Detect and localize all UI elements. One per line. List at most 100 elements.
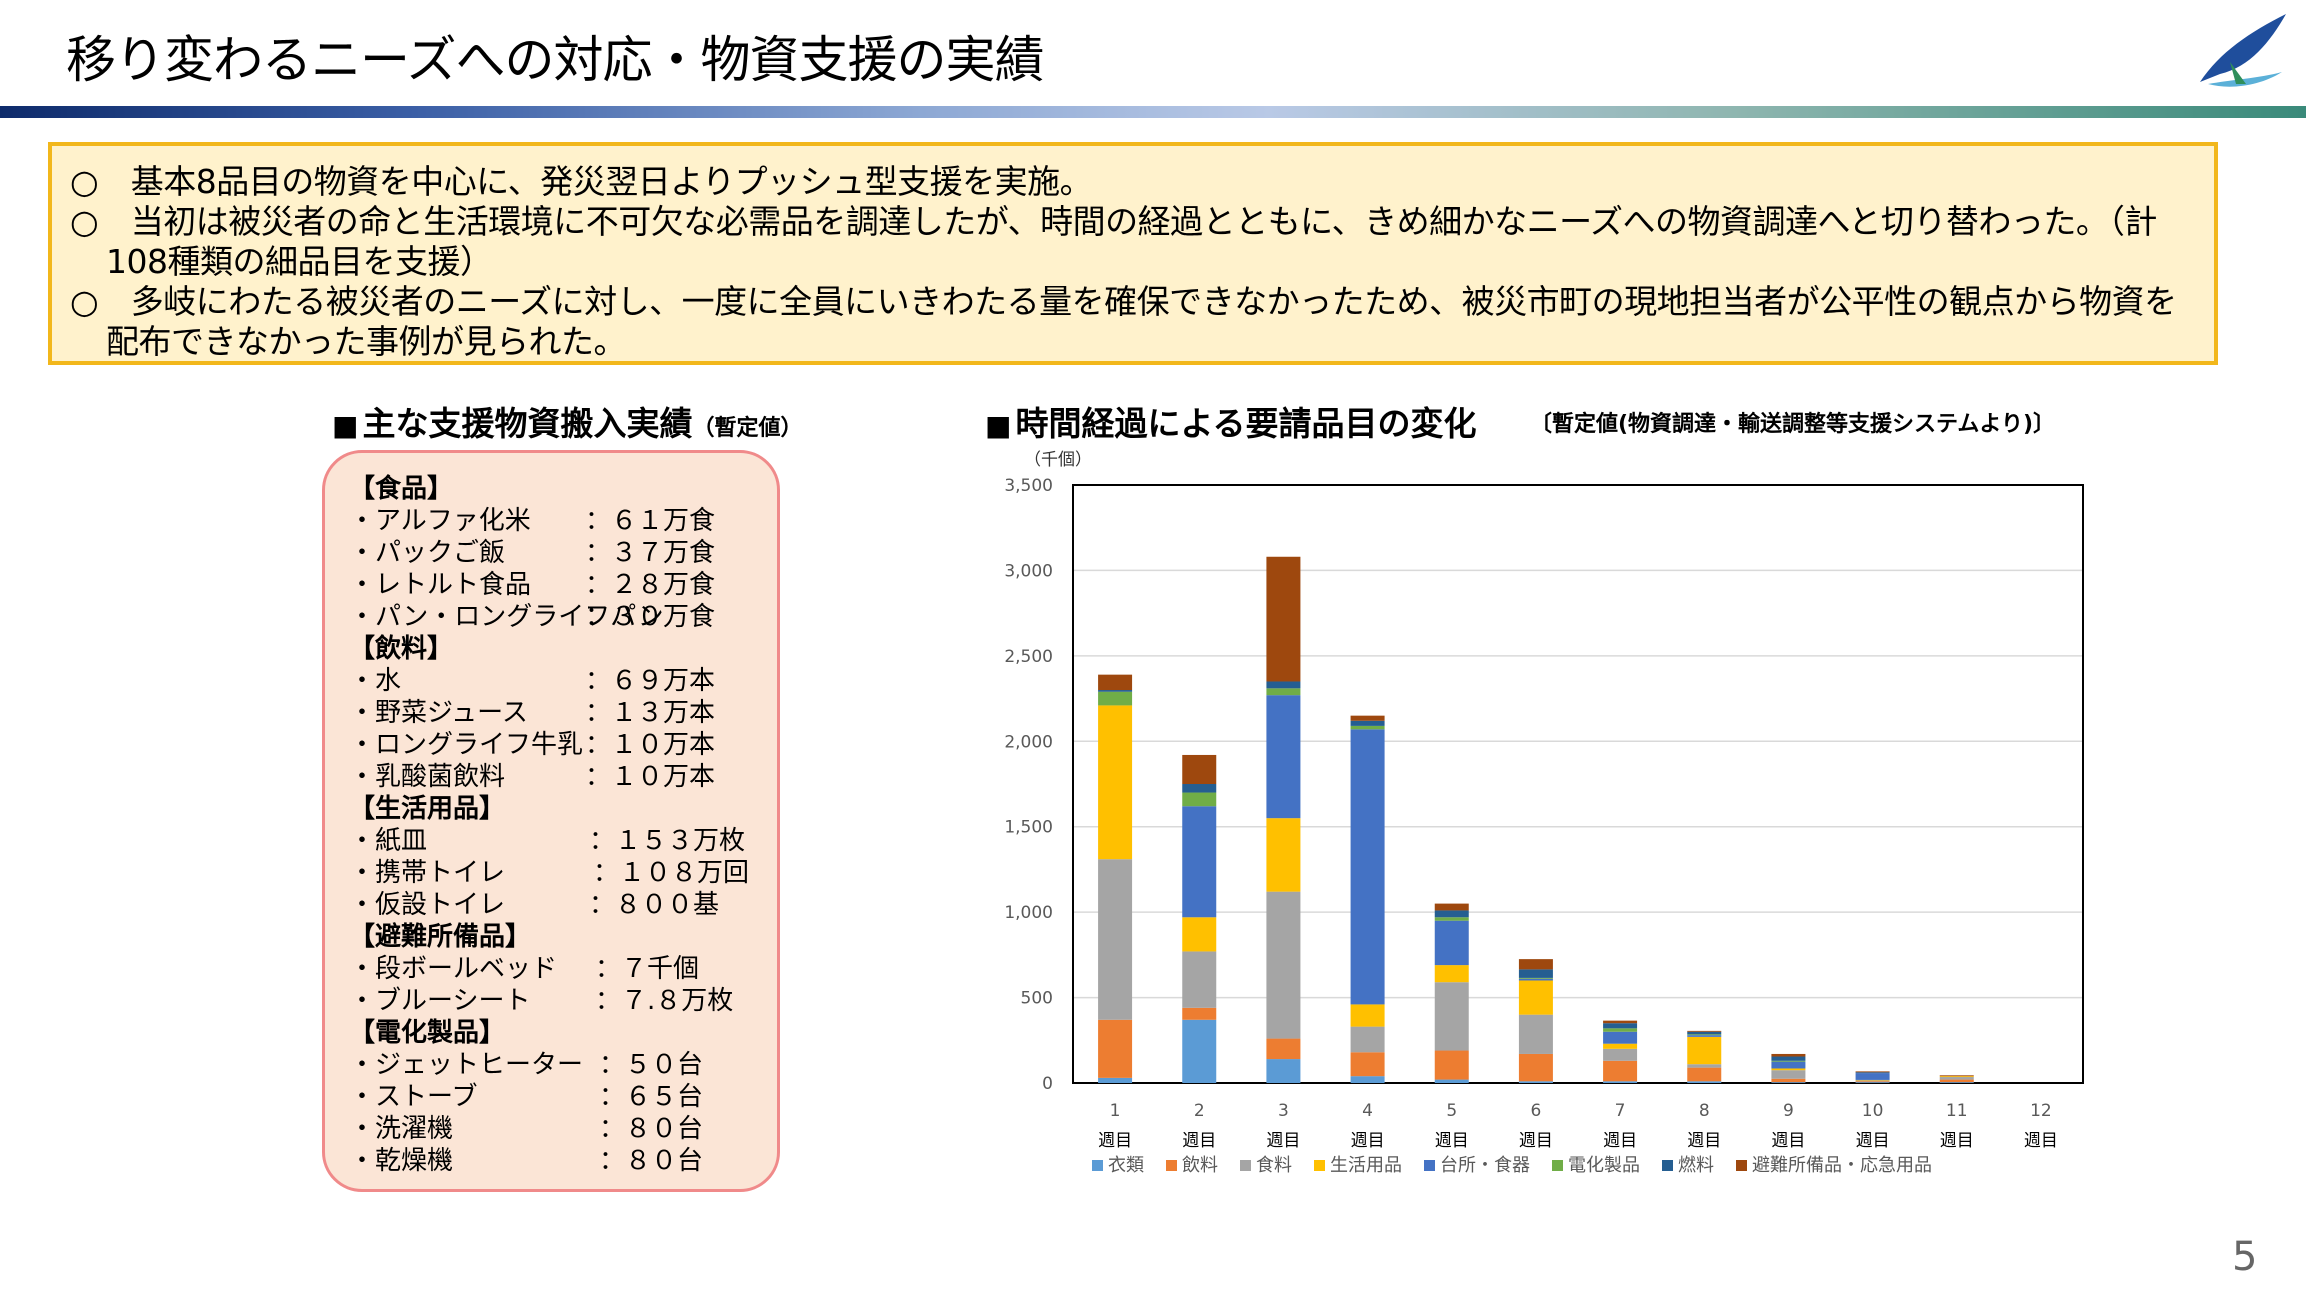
list-item: ・携帯トイレ ：１０８万回 (349, 857, 777, 889)
bar-segment (1098, 1019, 1133, 1078)
list-item-value: ：７千個 (595, 954, 700, 984)
bar-segment (1603, 1023, 1638, 1029)
chart-heading-text: 時間経過による要請品目の変化 (1015, 404, 1477, 443)
bar-segment (1350, 725, 1385, 730)
y-tick-label: 1,000 (1004, 903, 1053, 923)
bar-segment (1939, 1079, 1974, 1083)
list-item-label: 【避難所備品】 (349, 922, 532, 952)
bar-segment (1266, 688, 1301, 696)
bar-segment (1434, 920, 1469, 966)
list-item-label: 【電化製品】 (349, 1018, 506, 1048)
x-tick-suffix: 週目 (1856, 1131, 1890, 1151)
x-tick-label: 8 (1699, 1101, 1710, 1121)
bar-segment (1855, 1072, 1890, 1074)
bar-segment (1687, 1064, 1722, 1068)
bar-segment (1771, 1070, 1806, 1079)
left-panel-heading: ■ 主な支援物資搬入実績（暫定値） (332, 404, 803, 443)
bar-segment (1434, 982, 1469, 1051)
legend-swatch (1092, 1160, 1103, 1171)
list-item-label: ・アルファ化米 (349, 506, 531, 536)
list-item-value: ：８０台 (599, 1114, 704, 1144)
bar-segment (1687, 1030, 1722, 1032)
bar-segment (1182, 1019, 1217, 1083)
bar-segment (1687, 1067, 1722, 1082)
bar-segment (1687, 1036, 1722, 1065)
bar-segment (1266, 818, 1301, 892)
list-item-label: ・携帯トイレ (349, 858, 506, 888)
bar-segment (1855, 1079, 1890, 1081)
bar-segment (1182, 754, 1217, 784)
list-item-label: 【食品】 (349, 474, 454, 504)
x-tick-suffix: 週目 (1266, 1131, 1300, 1151)
logo-icon (2200, 14, 2286, 87)
x-tick-suffix: 週目 (1435, 1131, 1469, 1151)
bar-segment (1687, 1081, 1722, 1083)
page-title: 移り変わるニーズへの対応・物資支援の実績 (66, 31, 1044, 89)
bar-segment (1518, 959, 1553, 970)
legend-label: 台所・食器 (1440, 1155, 1530, 1176)
bar-segment (1603, 1048, 1638, 1061)
bar-segment (1182, 806, 1217, 918)
bar-segment (1687, 1034, 1722, 1036)
bar-segment (1603, 1020, 1638, 1024)
list-category: 【生活用品】 (349, 793, 777, 825)
legend-label: 生活用品 (1330, 1155, 1402, 1176)
bar-segment (1939, 1077, 1974, 1080)
bar-segment (1266, 695, 1301, 819)
bar-segment (1939, 1082, 1974, 1083)
legend-swatch (1552, 1160, 1563, 1171)
list-item: ・洗濯機 ：８０台 (349, 1113, 777, 1145)
bar-segment (1350, 715, 1385, 721)
list-item: ・段ボールベッド ：７千個 (349, 953, 777, 985)
list-item-label: ・段ボールベッド (349, 954, 558, 984)
bar-segment (1603, 1031, 1638, 1044)
legend-swatch (1736, 1160, 1747, 1171)
bar-segment (1434, 965, 1469, 983)
y-tick-label: 2,500 (1004, 647, 1053, 667)
summary-line-1: ○ 基本8品目の物資を中心に、発災翌日よりプッシュ型支援を実施。 (70, 162, 1093, 201)
x-tick-suffix: 週目 (1519, 1131, 1553, 1151)
x-tick-label: 1 (1110, 1101, 1121, 1121)
stacked-bar-chart: （千個） 0 500 1,000 1,500 2,000 2,500 3,000 3,500 1 週… (1004, 450, 2084, 1176)
y-unit-label: （千個） (1024, 450, 1092, 470)
list-category: 【食品】 (349, 473, 777, 505)
summary-line-2: ○ 当初は被災者の命と生活環境に不可欠な必需品を調達したが、時間の経過とともに、… (70, 202, 2157, 281)
bar-segment (1266, 891, 1301, 1039)
bar-segment (1266, 556, 1301, 682)
summary-box: ○ 基本8品目の物資を中心に、発災翌日よりプッシュ型支援を実施。 ○ 当初は被災… (48, 142, 2218, 365)
list-item: ・ストーブ ：６５台 (349, 1081, 777, 1113)
legend-swatch (1424, 1160, 1435, 1171)
bar-segment (1518, 1081, 1553, 1083)
list-item-label: ・レトルト食品 (349, 570, 532, 600)
list-item-label: ・パン・ロングライフパン (349, 602, 664, 632)
x-tick-suffix: 週目 (2024, 1131, 2058, 1151)
list-item: ・乾燥機 ：８０台 (349, 1145, 777, 1177)
bar-segment (1855, 1080, 1890, 1082)
list-item: ・乳酸菌飲料 ：１０万本 (349, 761, 777, 793)
list-item-value: ：１３万本 (585, 698, 716, 728)
bar-segment (1518, 977, 1553, 979)
chart-heading: ■ 時間経過による要請品目の変化 (985, 404, 1477, 443)
list-item-label: ・ブルーシート (349, 986, 531, 1016)
legend-swatch (1314, 1160, 1325, 1171)
list-item-label: ・仮設トイレ (349, 890, 506, 920)
bar-segment (1098, 1077, 1133, 1083)
list-item-value: ：６９万本 (585, 666, 716, 696)
list-item: ・アルファ化米 ：６１万食 (349, 505, 777, 537)
y-tick-label: 500 (1021, 989, 1053, 1009)
list-item-label: 【飲料】 (349, 634, 454, 664)
bar-segment (1939, 1076, 1974, 1078)
bar-segment (1939, 1075, 1974, 1077)
legend-label: 燃料 (1678, 1155, 1714, 1176)
bar-segment (1434, 917, 1469, 921)
bar-segment (1855, 1081, 1890, 1083)
legend-label: 衣類 (1108, 1155, 1144, 1176)
summary-line-3: ○ 多岐にわたる被災者のニーズに対し、一度に全員にいきわたる量を確保できなかった… (70, 282, 2177, 361)
bar-segment (1182, 917, 1217, 952)
bar-segment (1350, 1026, 1385, 1053)
list-item: ・紙皿 ：１５３万枚 (349, 825, 777, 857)
legend-swatch (1662, 1160, 1673, 1171)
x-tick-label: 2 (1194, 1101, 1205, 1121)
list-item-label: 【生活用品】 (349, 794, 506, 824)
title-underline-bar (0, 106, 2306, 118)
